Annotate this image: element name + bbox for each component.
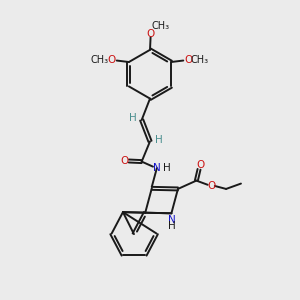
- Text: H: H: [163, 164, 170, 173]
- Text: H: H: [167, 221, 175, 231]
- Text: H: H: [155, 135, 163, 145]
- Text: O: O: [207, 181, 216, 191]
- Text: CH₃: CH₃: [91, 55, 109, 65]
- Text: O: O: [107, 55, 116, 65]
- Text: O: O: [184, 55, 193, 65]
- Text: CH₃: CH₃: [191, 55, 209, 65]
- Text: N: N: [167, 215, 175, 225]
- Text: O: O: [196, 160, 204, 170]
- Text: N: N: [153, 164, 161, 173]
- Text: H: H: [130, 113, 137, 124]
- Text: O: O: [120, 156, 128, 166]
- Text: O: O: [147, 29, 155, 39]
- Text: CH₃: CH₃: [152, 21, 170, 31]
